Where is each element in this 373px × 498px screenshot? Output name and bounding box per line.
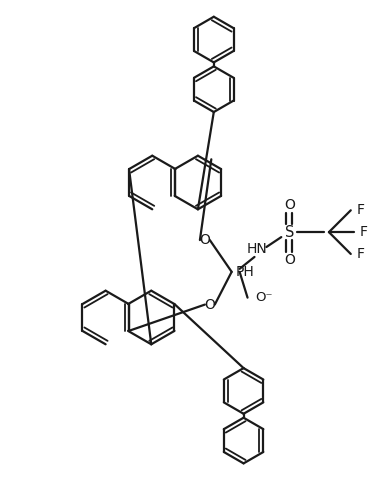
Text: F: F [357,247,365,261]
Text: F: F [357,203,365,217]
Text: F: F [360,225,368,239]
Text: O: O [284,253,295,267]
Text: O⁻: O⁻ [256,291,273,304]
Text: O: O [204,298,215,312]
Text: O: O [284,198,295,212]
Text: O: O [200,233,210,247]
Text: S: S [285,225,294,240]
Text: HN: HN [247,242,268,256]
Text: PH: PH [236,265,254,279]
